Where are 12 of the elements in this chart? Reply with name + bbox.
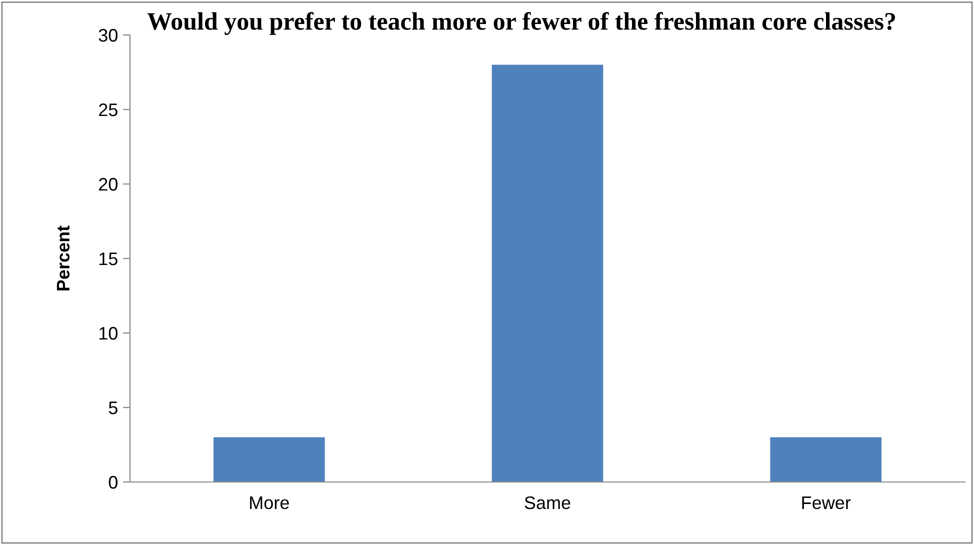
y-tick-label: 10 — [99, 326, 118, 340]
chart-title: Would you prefer to teach more or fewer of the freshman core classes? — [147, 12, 896, 35]
y-tick-label: 15 — [99, 252, 118, 266]
y-tick-label: 0 — [108, 476, 118, 489]
y-axis-title: Percent — [56, 226, 70, 290]
y-tick-label: 20 — [99, 178, 118, 191]
y-tick-label: 30 — [98, 28, 118, 42]
y-tick-label: 5 — [108, 402, 118, 414]
y-tick-label: 25 — [99, 103, 118, 116]
x-tick-label: More — [250, 496, 289, 510]
x-tick-label: Same — [524, 496, 570, 510]
x-tick-label: Fewer — [802, 496, 851, 510]
